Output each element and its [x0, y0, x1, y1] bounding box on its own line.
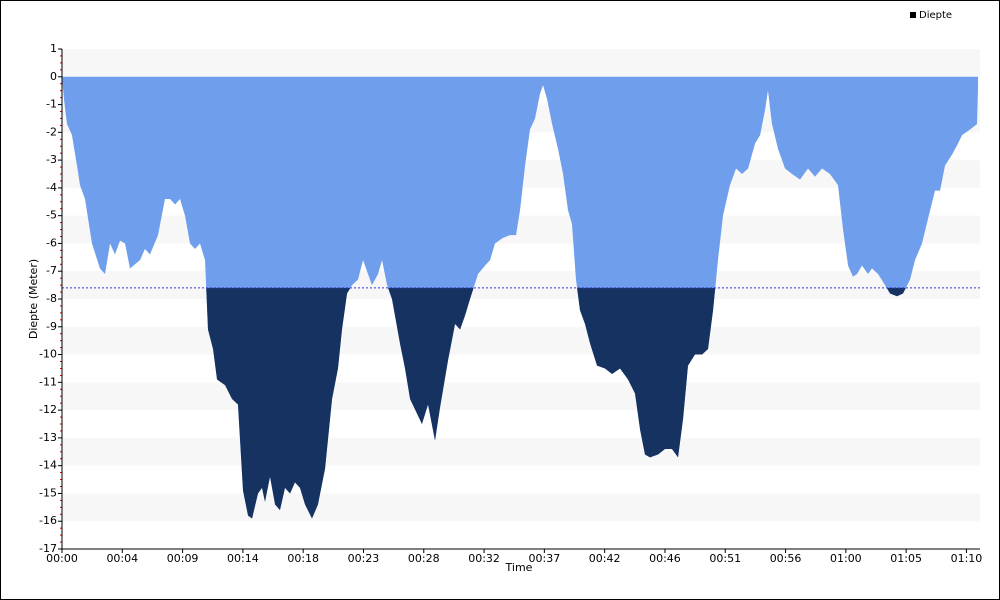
y-axis-label: Diepte (Meter) — [27, 259, 40, 339]
y-tick-label: -11 — [39, 375, 57, 388]
y-tick-label: -17 — [39, 542, 57, 555]
y-tick-label: -3 — [46, 153, 57, 166]
x-axis-label: Time — [505, 561, 533, 574]
y-tick-label: -7 — [46, 264, 57, 277]
x-tick-label: 01:05 — [890, 552, 922, 565]
y-tick-label: -4 — [46, 181, 57, 194]
grid-band — [62, 49, 980, 77]
y-tick-label: -1 — [46, 98, 57, 111]
x-tick-label: 00:42 — [589, 552, 621, 565]
grid-band — [62, 382, 980, 411]
x-tick-label: 00:51 — [709, 552, 741, 565]
y-tick-label: 1 — [50, 42, 57, 55]
x-tick-label: 00:46 — [649, 552, 681, 565]
x-tick-label: 00:09 — [167, 552, 199, 565]
y-tick-label: -5 — [46, 209, 57, 222]
x-tick-label: 01:00 — [830, 552, 862, 565]
y-tick-label: -12 — [39, 403, 57, 416]
x-tick-label: 00:56 — [770, 552, 802, 565]
x-tick-label: 00:28 — [408, 552, 440, 565]
x-tick-label: 00:04 — [106, 552, 138, 565]
legend-label: Diepte — [919, 10, 952, 21]
grid-band — [62, 437, 980, 466]
y-tick-label: -8 — [46, 292, 57, 305]
x-tick-label: 00:14 — [227, 552, 259, 565]
depth-area-below — [206, 287, 906, 519]
y-tick-label: -13 — [39, 431, 57, 444]
y-tick-label: -9 — [46, 320, 57, 333]
x-tick-label: 00:23 — [348, 552, 380, 565]
legend-swatch — [910, 12, 916, 18]
y-tick-label: -2 — [46, 125, 57, 138]
x-tick-label: 00:00 — [46, 552, 78, 565]
y-tick-label: -10 — [39, 348, 57, 361]
y-tick-label: -15 — [39, 486, 57, 499]
y-tick-label: -16 — [39, 514, 57, 527]
grid-band — [62, 326, 980, 355]
y-tick-label: -6 — [46, 236, 57, 249]
x-tick-label: 00:18 — [287, 552, 319, 565]
x-tick-label: 01:10 — [951, 552, 983, 565]
x-tick-label: 00:37 — [529, 552, 561, 565]
y-tick-label: 0 — [50, 70, 57, 83]
x-tick-label: 00:32 — [468, 552, 500, 565]
grid-band — [62, 493, 980, 522]
y-tick-label: -14 — [39, 459, 57, 472]
grid-band — [62, 271, 980, 299]
